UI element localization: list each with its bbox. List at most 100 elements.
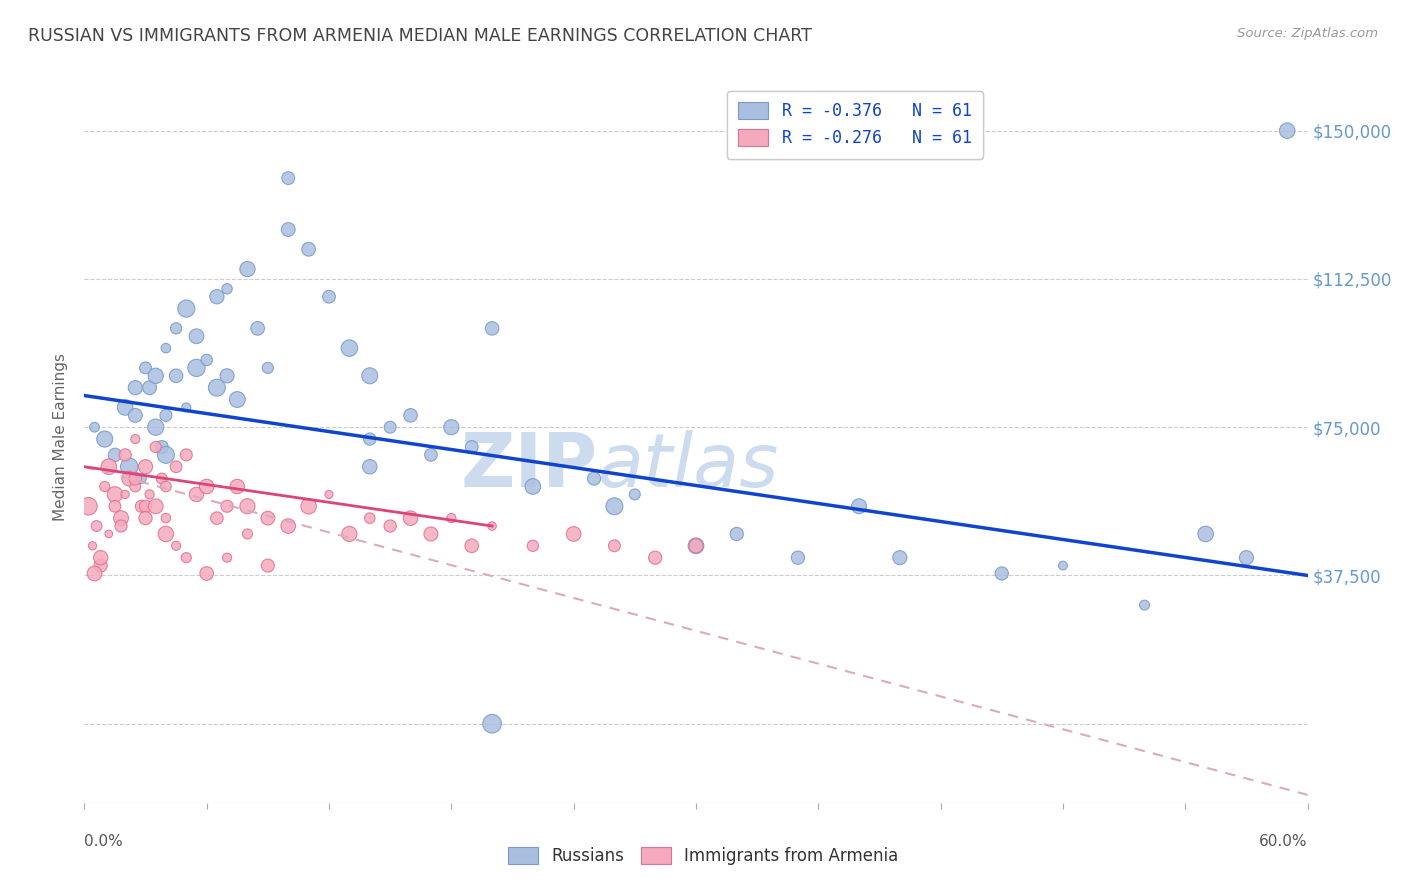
Point — [359, 459, 381, 474]
Point — [522, 539, 544, 553]
Point — [83, 420, 105, 434]
Point — [226, 479, 249, 493]
Point — [1277, 123, 1299, 137]
Point — [165, 321, 187, 335]
Text: ZIP: ZIP — [461, 430, 598, 503]
Point — [118, 472, 141, 486]
Point — [165, 368, 187, 383]
Text: atlas: atlas — [598, 430, 779, 502]
Point — [339, 527, 361, 541]
Point — [150, 472, 173, 486]
Text: RUSSIAN VS IMMIGRANTS FROM ARMENIA MEDIAN MALE EARNINGS CORRELATION CHART: RUSSIAN VS IMMIGRANTS FROM ARMENIA MEDIA… — [28, 27, 813, 45]
Point — [603, 539, 626, 553]
Point — [150, 440, 173, 454]
Point — [1195, 527, 1218, 541]
Point — [135, 360, 157, 375]
Point — [82, 539, 104, 553]
Point — [481, 519, 503, 533]
Point — [110, 519, 132, 533]
Point — [205, 290, 228, 304]
Point — [217, 282, 239, 296]
Point — [77, 500, 100, 514]
Y-axis label: Median Male Earnings: Median Male Earnings — [53, 353, 69, 521]
Point — [124, 479, 146, 493]
Point — [93, 432, 115, 446]
Point — [257, 511, 280, 525]
Point — [155, 527, 177, 541]
Point — [226, 392, 249, 407]
Point — [1236, 550, 1258, 565]
Text: 0.0%: 0.0% — [84, 834, 124, 849]
Point — [236, 527, 259, 541]
Point — [195, 479, 218, 493]
Point — [165, 539, 187, 553]
Point — [104, 487, 127, 501]
Point — [277, 519, 299, 533]
Point — [174, 550, 197, 565]
Point — [104, 448, 127, 462]
Text: 60.0%: 60.0% — [1260, 834, 1308, 849]
Point — [155, 479, 177, 493]
Point — [155, 341, 177, 355]
Point — [318, 290, 340, 304]
Point — [583, 472, 606, 486]
Point — [138, 381, 160, 395]
Point — [440, 511, 463, 525]
Point — [135, 500, 157, 514]
Point — [603, 500, 626, 514]
Point — [155, 409, 177, 423]
Point — [93, 479, 115, 493]
Point — [104, 500, 127, 514]
Point — [298, 242, 321, 256]
Point — [461, 440, 484, 454]
Point — [114, 448, 136, 462]
Point — [420, 448, 443, 462]
Point — [420, 527, 443, 541]
Point — [131, 472, 153, 486]
Point — [339, 341, 361, 355]
Point — [399, 511, 422, 525]
Point — [236, 500, 259, 514]
Point — [848, 500, 870, 514]
Point — [131, 500, 153, 514]
Point — [787, 550, 810, 565]
Point — [461, 539, 484, 553]
Point — [644, 550, 666, 565]
Point — [217, 368, 239, 383]
Point — [889, 550, 911, 565]
Point — [236, 262, 259, 277]
Point — [97, 459, 120, 474]
Point — [725, 527, 748, 541]
Point — [124, 409, 146, 423]
Point — [124, 381, 146, 395]
Point — [685, 539, 707, 553]
Point — [481, 716, 503, 731]
Point — [205, 511, 228, 525]
Point — [165, 459, 187, 474]
Point — [277, 171, 299, 186]
Point — [145, 420, 167, 434]
Legend: Russians, Immigrants from Armenia: Russians, Immigrants from Armenia — [498, 837, 908, 875]
Point — [257, 360, 280, 375]
Point — [145, 500, 167, 514]
Point — [359, 432, 381, 446]
Point — [217, 500, 239, 514]
Point — [186, 487, 208, 501]
Point — [186, 329, 208, 343]
Point — [114, 401, 136, 415]
Point — [186, 360, 208, 375]
Text: Source: ZipAtlas.com: Source: ZipAtlas.com — [1237, 27, 1378, 40]
Point — [318, 487, 340, 501]
Point — [97, 527, 120, 541]
Point — [440, 420, 463, 434]
Point — [174, 301, 197, 316]
Point — [124, 432, 146, 446]
Point — [277, 222, 299, 236]
Point — [86, 519, 108, 533]
Point — [114, 487, 136, 501]
Point — [359, 368, 381, 383]
Point — [991, 566, 1014, 581]
Point — [1133, 598, 1156, 612]
Point — [380, 519, 402, 533]
Point — [217, 550, 239, 565]
